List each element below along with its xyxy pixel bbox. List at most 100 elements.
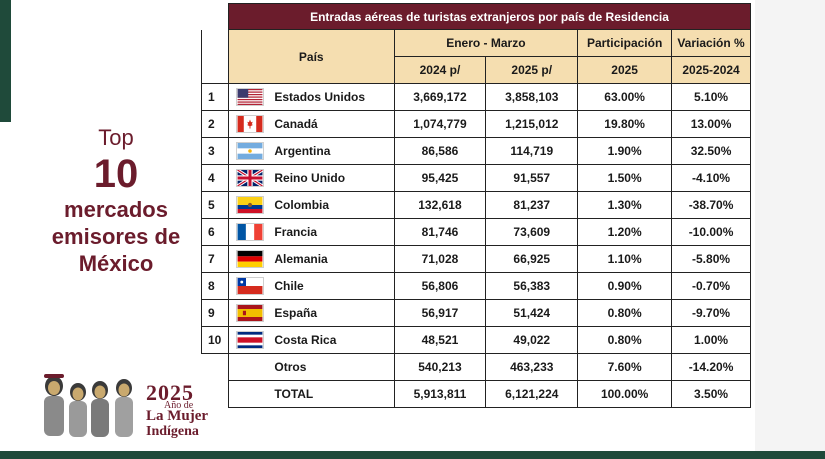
flag-spain-icon <box>235 304 264 322</box>
row-rank: 9 <box>201 299 229 327</box>
row-2024: 86,586 <box>393 137 487 165</box>
year-logo: 2025 Año de La Mujer Indígena <box>38 370 214 440</box>
row-participacion: 1.20% <box>577 218 673 246</box>
total-2025: 6,121,224 <box>485 380 579 408</box>
row-participacion: 0.80% <box>577 326 673 354</box>
header-2025: 2025 p/ <box>485 56 579 84</box>
flag-usa-icon <box>235 88 264 106</box>
header-variacion: Variación % <box>671 29 751 57</box>
row-flag <box>227 164 271 192</box>
row-2024: 132,618 <box>393 191 487 219</box>
row-rank: 5 <box>201 191 229 219</box>
header-pais: País <box>227 29 395 84</box>
row-2024: 56,917 <box>393 299 487 327</box>
row-rank: 7 <box>201 245 229 273</box>
header-participacion: Participación <box>577 29 673 57</box>
row-rank: 6 <box>201 218 229 246</box>
logo-year: 2025 <box>146 380 194 405</box>
row-2025: 49,022 <box>485 326 579 354</box>
row-participacion: 19.80% <box>577 110 673 138</box>
row-variacion: -10.00% <box>671 218 751 246</box>
row-country: Alemania <box>270 245 395 273</box>
row-participacion: 1.90% <box>577 137 673 165</box>
row-variacion: -9.70% <box>671 299 751 327</box>
row-rank: 4 <box>201 164 229 192</box>
otros-part: 7.60% <box>577 353 673 381</box>
flag-chile-icon <box>235 277 264 295</box>
row-2024: 81,746 <box>393 218 487 246</box>
tourist-arrivals-table: Entradas aéreas de turistas extranjeros … <box>201 3 752 408</box>
otros-flag-blank <box>227 353 271 381</box>
row-flag <box>227 137 271 165</box>
row-country: Colombia <box>270 191 395 219</box>
row-participacion: 0.90% <box>577 272 673 300</box>
row-variacion: -0.70% <box>671 272 751 300</box>
row-rank: 1 <box>201 83 229 111</box>
row-variacion: 5.10% <box>671 83 751 111</box>
right-margin-band <box>755 0 825 459</box>
header-periodo: Enero - Marzo <box>393 29 579 57</box>
total-rank-blank <box>201 380 229 408</box>
row-participacion: 1.30% <box>577 191 673 219</box>
row-2024: 1,074,779 <box>393 110 487 138</box>
row-flag <box>227 245 271 273</box>
row-2024: 71,028 <box>393 245 487 273</box>
table-row: 10 Costa Rica 48,521 49,022 0.80% 1.00% <box>201 326 751 354</box>
row-2025: 1,215,012 <box>485 110 579 138</box>
table-row: 2 Canadá 1,074,779 1,215,012 19.80% 13.00% <box>201 110 751 138</box>
flag-costa-rica-icon <box>235 331 264 349</box>
row-rank: 8 <box>201 272 229 300</box>
logo-line2: La Mujer <box>146 408 209 424</box>
total-part: 100.00% <box>577 380 673 408</box>
row-flag <box>227 272 271 300</box>
row-country: Argentina <box>270 137 395 165</box>
row-rank: 3 <box>201 137 229 165</box>
table-row: 1 Estados Unidos 3,669,172 3,858,103 63.00% 5… <box>201 83 751 111</box>
row-country: Reino Unido <box>270 164 395 192</box>
headline-number: 10 <box>93 152 139 196</box>
row-country: Estados Unidos <box>270 83 395 111</box>
row-variacion: -4.10% <box>671 164 751 192</box>
row-flag <box>227 110 271 138</box>
row-2024: 48,521 <box>393 326 487 354</box>
row-participacion: 63.00% <box>577 83 673 111</box>
otros-var: -14.20% <box>671 353 751 381</box>
header-2024: 2024 p/ <box>393 56 487 84</box>
header-var-range: 2025-2024 <box>671 56 751 84</box>
row-flag <box>227 299 271 327</box>
row-2025: 3,858,103 <box>485 83 579 111</box>
row-country: España <box>270 299 395 327</box>
row-participacion: 0.80% <box>577 299 673 327</box>
otros-rank-blank <box>201 353 229 381</box>
row-country: Chile <box>270 272 395 300</box>
otros-2024: 540,213 <box>393 353 487 381</box>
flag-france-icon <box>235 223 264 241</box>
table-row: 8 Chile 56,806 56,383 0.90% -0.70% <box>201 272 751 300</box>
table-row: 5 Colombia 132,618 81,237 1.30% -38.70% <box>201 191 751 219</box>
row-2025: 91,557 <box>485 164 579 192</box>
row-2025: 51,424 <box>485 299 579 327</box>
headline-line3: México <box>78 251 154 276</box>
table-row: 7 Alemania 71,028 66,925 1.10% -5.80% <box>201 245 751 273</box>
table-title: Entradas aéreas de turistas extranjeros … <box>227 3 752 30</box>
flag-colombia-icon <box>235 196 264 214</box>
row-variacion: 13.00% <box>671 110 751 138</box>
table-row-total: TOTAL 5,913,811 6,121,224 100.00% 3.50% <box>201 380 751 408</box>
row-participacion: 1.50% <box>577 164 673 192</box>
row-flag <box>227 83 271 111</box>
header-part-year: 2025 <box>577 56 673 84</box>
row-2025: 81,237 <box>485 191 579 219</box>
total-2024: 5,913,811 <box>393 380 487 408</box>
row-2025: 56,383 <box>485 272 579 300</box>
flag-germany-icon <box>235 250 264 268</box>
table-row: 3 Argentina 86,586 114,719 1.90% 32.50% <box>201 137 751 165</box>
otros-label: Otros <box>270 353 395 381</box>
headline-top: Top <box>98 125 134 150</box>
total-flag-blank <box>227 380 271 408</box>
row-variacion: 1.00% <box>671 326 751 354</box>
row-flag <box>227 191 271 219</box>
flag-canada-icon <box>235 115 264 133</box>
total-label: TOTAL <box>270 380 395 408</box>
headline-line2: emisores de <box>51 224 181 249</box>
table-row: 4 Reino Unido 95,425 91,557 1.50% -4.10% <box>201 164 751 192</box>
